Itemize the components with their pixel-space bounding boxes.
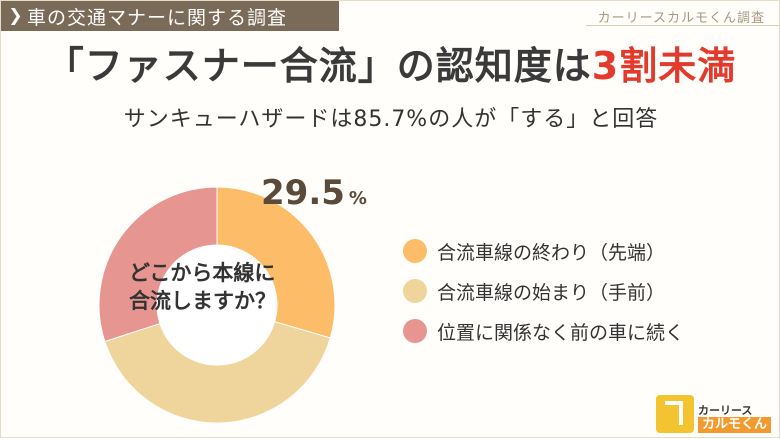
brand-mark-icon <box>655 395 694 433</box>
chevron-right-icon: ❯ <box>8 6 24 26</box>
credit-underline <box>586 25 779 26</box>
legend-label: 合流車線の終わり（先端） <box>437 241 666 264</box>
brand-logo: カーリース カルモくん <box>655 395 771 433</box>
legend-swatch-follow <box>403 319 427 343</box>
legend-item: 合流車線の終わり（先端） <box>403 231 684 271</box>
donut-center-label: どこから本線に 合流しますか？ <box>129 259 305 315</box>
brand-line-2: カルモくん <box>697 416 771 433</box>
donut-hole <box>157 245 277 365</box>
page-title: 「ファスナー合流」の認知度は3割未満 <box>1 35 780 90</box>
legend-label: 位置に関係なく前の車に続く <box>437 321 685 344</box>
brand-wordmark: カーリース カルモくん <box>697 403 771 433</box>
donut-chart <box>98 186 336 424</box>
legend-label: 合流車線の始まり（手前） <box>437 281 666 304</box>
survey-tag-text: 車の交通マナーに関する調査 <box>27 6 288 29</box>
center-label-line-1: どこから本線に <box>129 261 276 285</box>
highlight-percentage: 29.5% <box>261 173 367 213</box>
highlight-value: 29.5 <box>261 173 345 213</box>
highlight-unit: % <box>348 188 367 209</box>
title-main: 「ファスナー合流」の認知度は <box>45 44 592 88</box>
subtitle: サンキューハザードは85.7%の人が「する」と回答 <box>123 107 659 132</box>
legend-swatch-start <box>403 279 427 303</box>
brand-line-1: カーリース <box>697 403 753 417</box>
chart-legend: 合流車線の終わり（先端） 合流車線の始まり（手前） 位置に関係なく前の車に続く <box>403 231 684 351</box>
survey-tag: ❯ 車の交通マナーに関する調査 <box>1 1 339 31</box>
center-label-line-2: 合流しますか？ <box>129 289 276 313</box>
legend-item: 合流車線の始まり（手前） <box>403 271 684 311</box>
title-accent: 3割未満 <box>591 44 737 88</box>
survey-credit: カーリースカルモくん調査 <box>597 11 765 26</box>
legend-item: 位置に関係なく前の車に続く <box>403 311 684 351</box>
legend-swatch-end <box>403 239 427 263</box>
